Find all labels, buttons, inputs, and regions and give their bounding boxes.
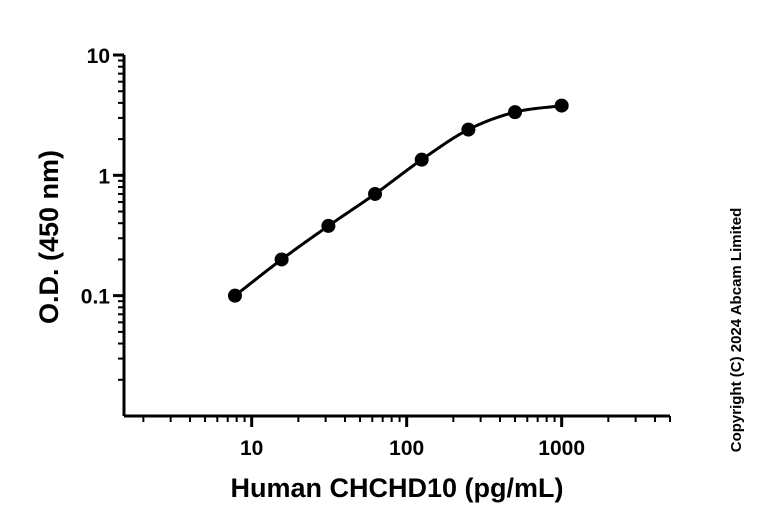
x-tick-label: 10	[240, 437, 263, 460]
y-tick-label: 10	[87, 45, 110, 68]
y-axis-title: O.D. (450 nm)	[34, 150, 64, 324]
y-axis-major-ticks	[113, 53, 124, 298]
data-point	[461, 122, 476, 137]
data-point	[414, 152, 429, 167]
data-point	[554, 98, 569, 113]
data-point	[321, 218, 336, 233]
data-point	[508, 105, 523, 120]
x-axis-title: Human CHCHD10 (pg/mL)	[230, 473, 563, 503]
y-tick-label: 0.1	[81, 286, 111, 309]
y-axis-tick-labels: 10 1 0.1	[81, 45, 111, 309]
y-tick-label: 1	[98, 165, 110, 188]
data-point	[274, 252, 289, 267]
fit-curve-line	[234, 104, 562, 297]
data-points	[227, 98, 569, 303]
data-point	[227, 288, 242, 303]
copyright-notice: Copyright (C) 2024 Abcam Limited	[728, 208, 745, 452]
x-axis-tick-labels: 10 100 1000	[240, 437, 585, 460]
x-tick-label: 100	[389, 437, 424, 460]
x-axis-major-ticks	[250, 416, 564, 427]
data-point	[368, 186, 383, 201]
x-tick-label: 1000	[538, 437, 585, 460]
